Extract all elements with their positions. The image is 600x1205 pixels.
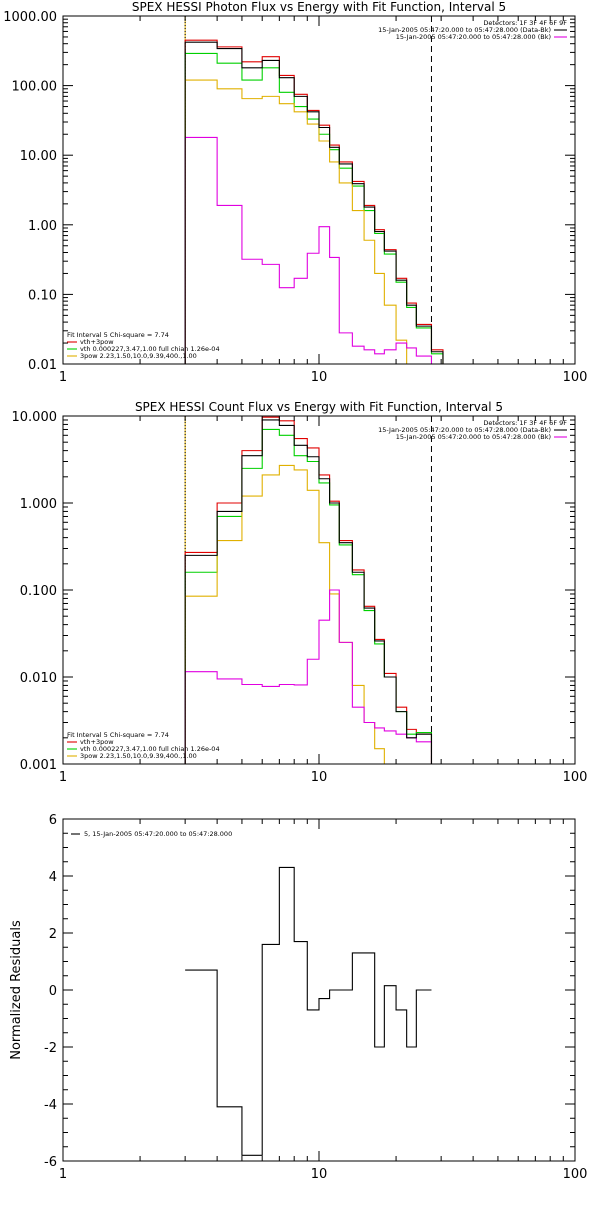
y-axis-label: Normalized Residuals [9,920,24,1060]
x-tick-label: 1 [59,770,67,785]
x-tick-label: 100 [563,370,588,385]
y-tick-label: 0.010 [20,671,57,686]
y-tick-label: 100.00 [12,80,58,95]
y-tick-label: 1.000 [20,497,57,512]
series-bk-line [184,136,433,364]
y-tick-label: 0.001 [20,758,57,773]
chart-title: SPEX HESSI Count Flux vs Energy with Fit… [135,400,503,414]
y-axis: -6 -4 -2 0 2 4 6 [44,813,575,1170]
x-tick-label: 10 [311,1167,328,1182]
series-3pow-line [184,79,417,364]
legend-entry-text: 15-Jan-2005 05:47:20.000 to 05:47:28.000… [396,433,551,441]
series-group [184,39,444,364]
plot-frame [62,15,576,365]
chart-title: SPEX HESSI Photon Flux vs Energy with Fi… [132,0,506,14]
y-tick-label: 1000.00 [3,10,57,25]
y-tick-label: 4 [49,870,57,885]
legend-bottom-left: Fit Interval 5 Chi-square = 7.74vth+3pow… [67,331,220,360]
x-tick-label: 100 [563,1167,588,1182]
legend-entry-text: 3pow 2.23,1.50,10.0,9.39,400.,1.00 [80,352,197,360]
x-tick-label: 1 [59,1167,67,1182]
legend-bottom-left: Fit Interval 5 Chi-square = 7.74vth+3pow… [67,731,220,760]
x-tick-label: 10 [311,770,328,785]
legend-entry-text: 15-Jan-2005 05:47:20.000 to 05:47:28.000… [378,26,551,34]
chart-panel-1: SPEX HESSI Photon Flux vs Energy with Fi… [3,0,587,385]
x-tick-label: 1 [59,370,67,385]
y-tick-label: 0.100 [20,584,57,599]
y-tick-label: -2 [44,1041,57,1056]
y-tick-label: 10.000 [12,410,58,425]
legend-entry-text: Detectors: 1F 3F 4F 6F 9F [483,19,567,27]
chart-panel-3: 1 10 100 -6 -4 -2 0 2 4 6 Normalized Residuals 5, 1… [9,813,587,1182]
y-tick-label: 10.00 [20,149,57,164]
series-vth-3pow-line [184,416,433,764]
legend-entry-text: Fit Interval 5 Chi-square = 7.74 [67,331,169,339]
x-axis: 1 10 100 [59,416,588,785]
chart-panel-2: SPEX HESSI Count Flux vs Energy with Fit… [12,400,588,785]
series-data-bk-line [184,419,433,764]
legend-entry-text: Detectors: 1F 3F 4F 6F 9F [483,419,567,427]
x-tick-label: 100 [563,770,588,785]
series-vth-line [184,428,433,764]
x-axis: 1 10 100 [59,819,588,1182]
legend-entry-text: vth+3pow [80,738,114,746]
y-tick-label: 0.01 [28,358,57,373]
series-group [184,416,433,764]
series-bk-line [184,589,433,764]
legend-entry-text: 5, 15-Jan-2005 05:47:20.000 to 05:47:28.… [84,830,232,838]
x-axis: 1 10 100 [59,16,588,385]
y-tick-label: 0.10 [28,288,57,303]
legend-entry-text: 3pow 2.23,1.50,10.0,9.39,400.,1.00 [80,752,197,760]
series-residuals-line [185,866,432,1156]
y-tick-label: 1.00 [28,219,57,234]
legend-entry-text: vth 0.000227,3.47,1.00 full chian 1.26e-… [80,745,220,753]
x-tick-label: 10 [311,370,328,385]
series-group [185,866,432,1156]
y-tick-label: 2 [49,927,57,942]
y-tick-label: -6 [44,1155,57,1170]
series-vth-line [184,52,444,364]
legend-top-left: 5, 15-Jan-2005 05:47:20.000 to 05:47:28.… [71,830,232,838]
legend-entry-text: 15-Jan-2005 05:47:20.000 to 05:47:28.000… [378,426,551,434]
plot-frame [62,818,576,1162]
legend-entry-text: vth+3pow [80,338,114,346]
series-3pow-line [184,464,385,764]
legend-entry-text: Fit Interval 5 Chi-square = 7.74 [67,731,169,739]
legend-entry-text: 15-Jan-2005 05:47:20.000 to 05:47:28.000… [396,33,551,41]
y-tick-label: -4 [44,1098,57,1113]
y-tick-label: 0 [49,984,57,999]
y-tick-label: 6 [49,813,57,828]
y-axis: 0.01 0.10 1.00 10.00 100.00 1000.00 [3,10,575,373]
legend-entry-text: vth 0.000227,3.47,1.00 full chian 1.26e-… [80,345,220,353]
y-axis: 0.001 0.010 0.100 1.000 10.000 [12,410,575,773]
series-data-bk-line [184,41,444,364]
